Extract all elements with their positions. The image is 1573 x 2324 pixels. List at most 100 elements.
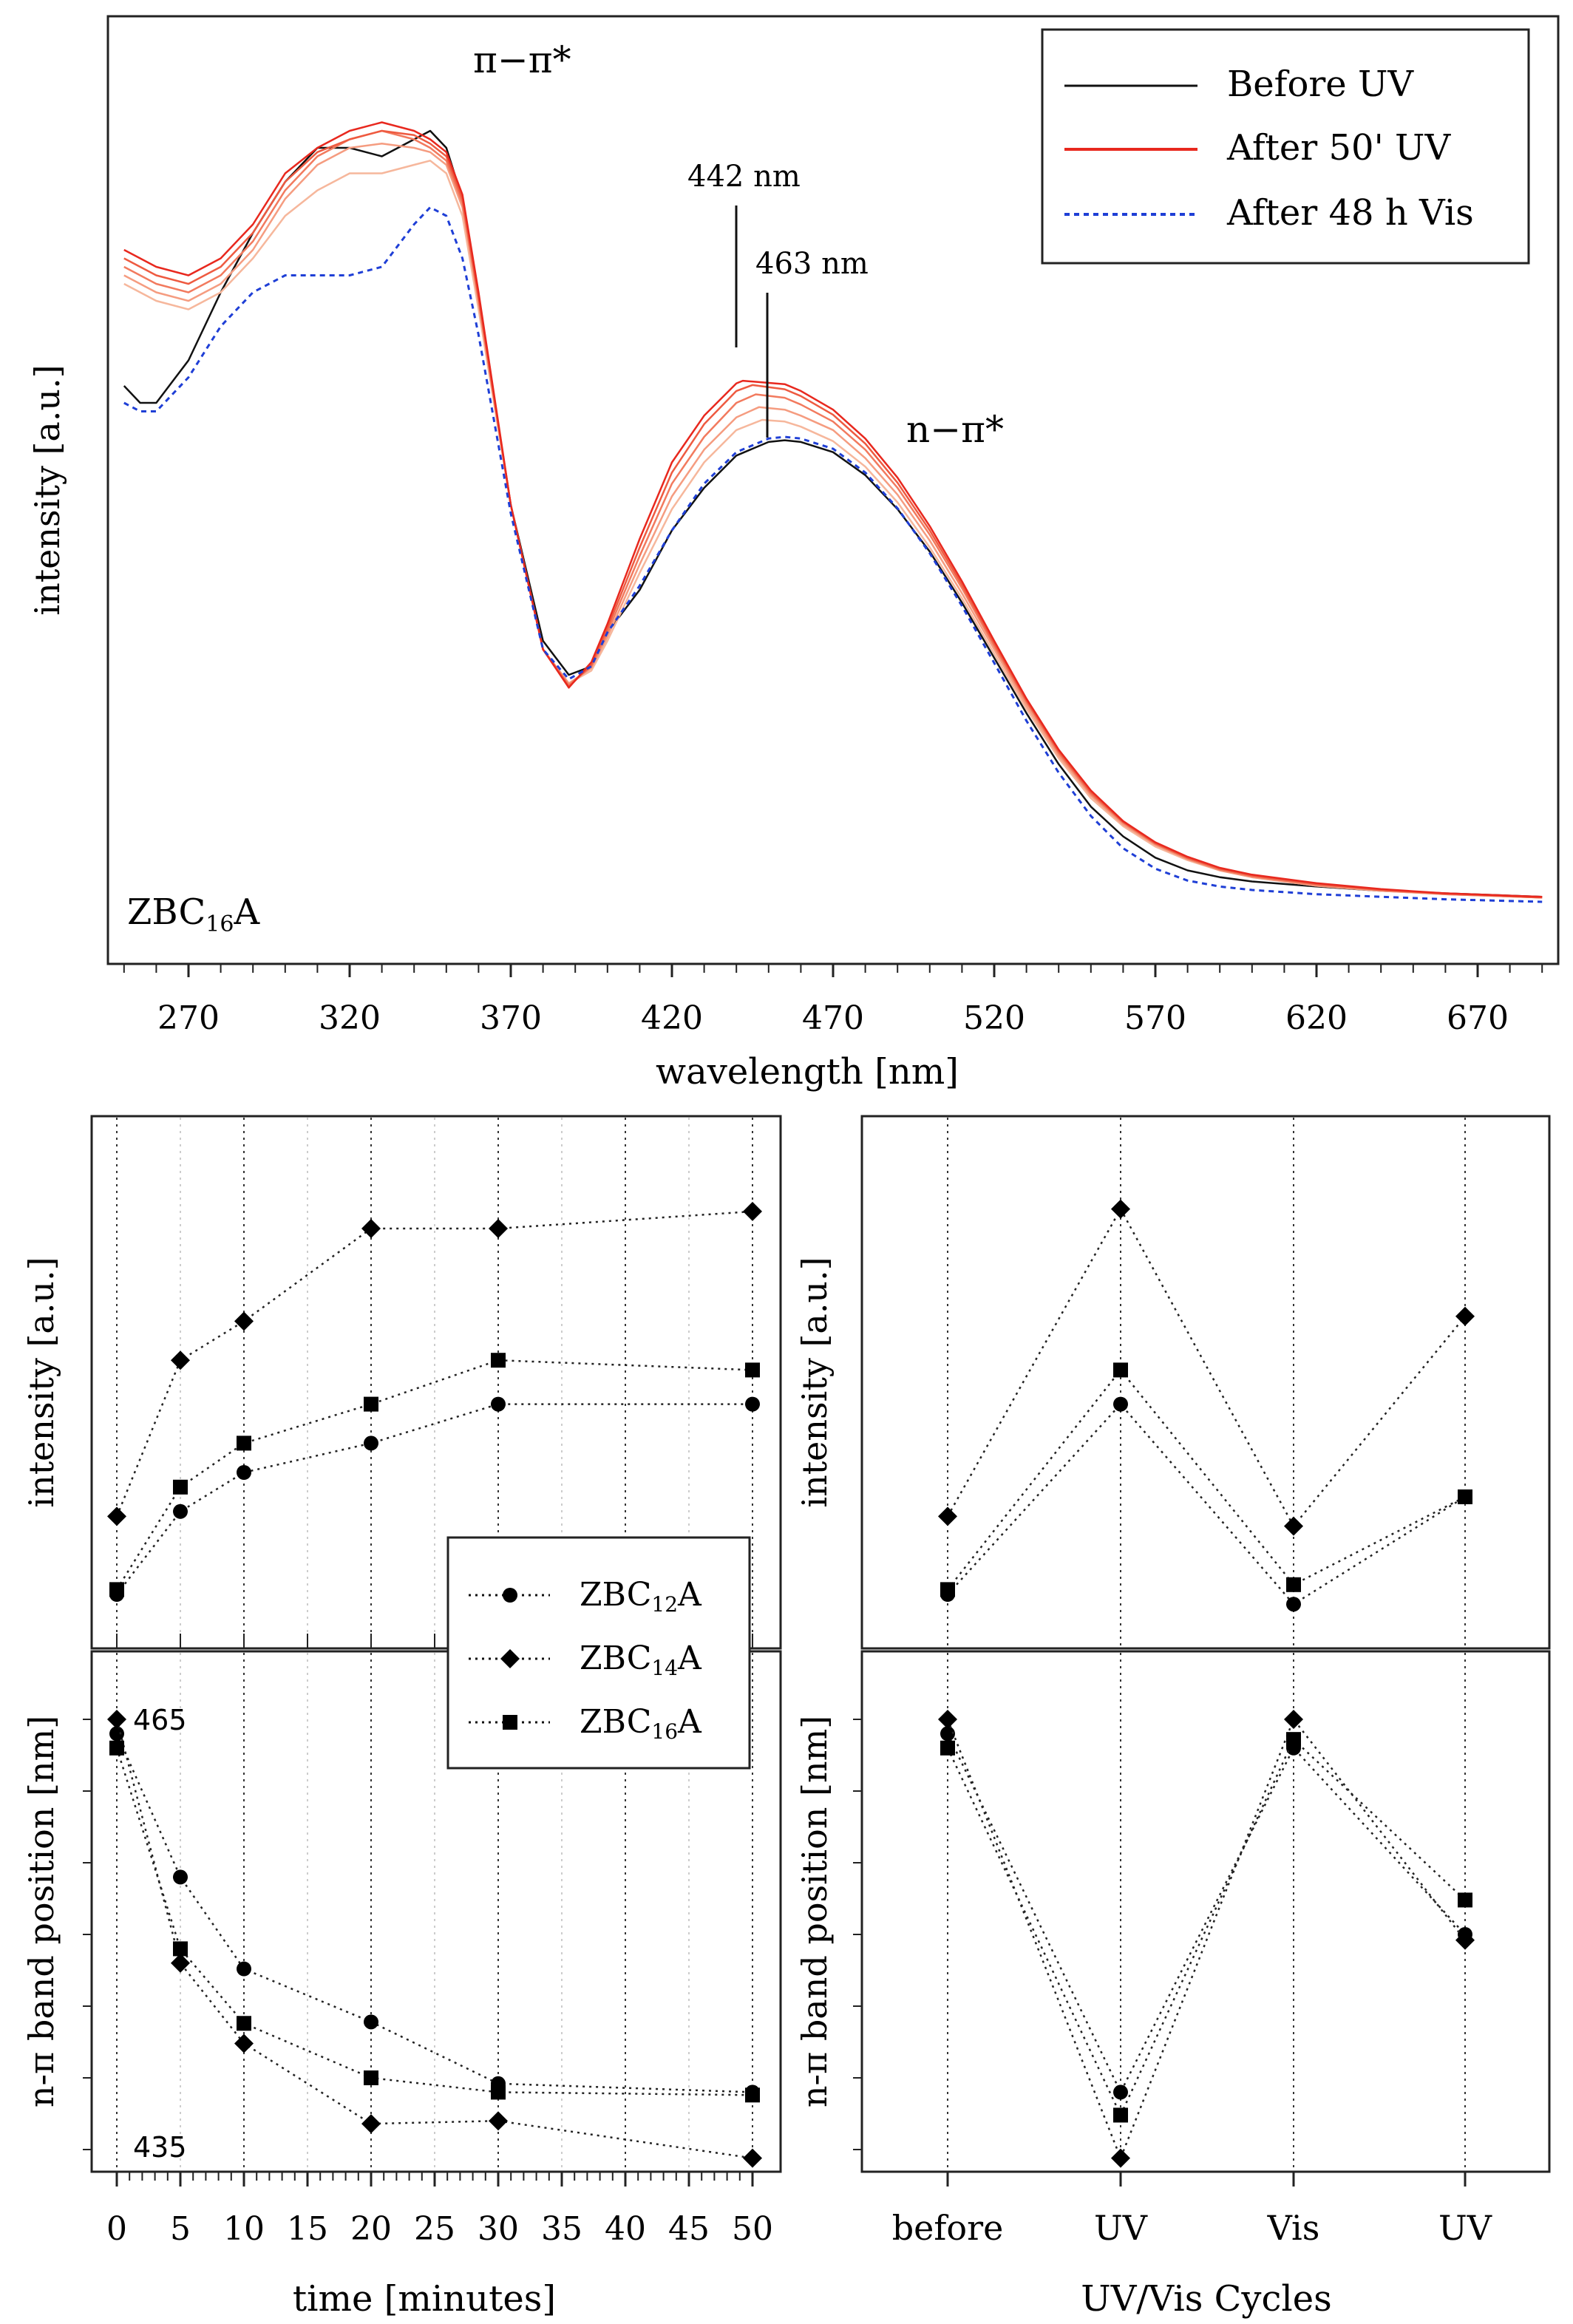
p3-data-line-zbc14a bbox=[946, 1207, 1466, 1528]
spectrum-panel: 270 320 370 420 470 520 570 620 670 intensity [a… bbox=[27, 15, 1560, 1093]
band-time-frame bbox=[90, 1650, 782, 2173]
time-x-tick-label-20: 20 bbox=[350, 2210, 392, 2248]
p2-data-point-zbc16a-0 bbox=[109, 1740, 124, 1756]
p1-data-point-zbc12a-5 bbox=[173, 1504, 188, 1519]
peak-442-label: 442 nm bbox=[687, 160, 801, 194]
legend-zbc16a-marker bbox=[503, 1715, 517, 1730]
p4-data-line-zbc14a bbox=[946, 1717, 1466, 2161]
band-cycles-panel: before UV Vis UV n-π band position [nm] UV/… bbox=[795, 1650, 1551, 2320]
time-x-tick-label-35: 35 bbox=[541, 2210, 582, 2248]
band-time-y-axis-label: n-π band position [nm] bbox=[21, 1716, 61, 2107]
p1-data-point-zbc16a-20 bbox=[364, 1396, 378, 1412]
p3-data-line-zbc16a bbox=[947, 1368, 1466, 1591]
p1-data-point-zbc12a-20 bbox=[364, 1435, 378, 1451]
p2-data-point-zbc14a-5 bbox=[171, 1953, 190, 1973]
p3-data-point-zbc16a-3 bbox=[1458, 1489, 1472, 1504]
p1-data-point-zbc16a-0 bbox=[109, 1582, 124, 1597]
band-top-value-label: 465 bbox=[133, 1704, 187, 1736]
p3-data-point-zbc12a-2 bbox=[1286, 1597, 1301, 1612]
p3-data-point-zbc16a-0 bbox=[940, 1582, 955, 1597]
p2-data-point-zbc14a-50 bbox=[743, 2148, 762, 2168]
band-time-data bbox=[107, 1710, 762, 2168]
legend-after-uv-label: After 50' UV bbox=[1226, 127, 1451, 169]
p4-data-point-zbc16a-3 bbox=[1458, 1892, 1472, 1908]
spectrum-legend: Before UV After 50' UV After 48 h Vis bbox=[1041, 28, 1530, 265]
pi-pi-star-annotation: π−π* bbox=[473, 38, 571, 81]
time-x-tick-label-5: 5 bbox=[170, 2210, 191, 2248]
cycles-x-tick-label-1: UV bbox=[1094, 2208, 1148, 2248]
p1-data-point-zbc14a-10 bbox=[234, 1311, 254, 1331]
spectrum-x-tick-label-670: 670 bbox=[1447, 999, 1509, 1037]
intensity-cycles-y-axis-label: intensity [a.u.] bbox=[795, 1257, 835, 1507]
intensity-time-frame bbox=[90, 1115, 782, 1650]
p4-data-point-zbc14a-2 bbox=[1284, 1710, 1303, 1729]
spectrum-x-tick-label-420: 420 bbox=[641, 999, 703, 1037]
p2-data-point-zbc12a-0 bbox=[109, 1726, 124, 1742]
cycles-x-tick-label-0: before bbox=[892, 2208, 1004, 2248]
spectrum-y-axis-label: intensity [a.u.] bbox=[27, 364, 67, 615]
spectrum-x-tick-label-270: 270 bbox=[157, 999, 220, 1037]
p1-data-point-zbc14a-30 bbox=[489, 1219, 508, 1238]
p3-data-point-zbc14a-0 bbox=[938, 1506, 957, 1526]
spectrum-x-axis-label: wavelength [nm] bbox=[656, 1051, 959, 1093]
time-x-tick-label-50: 50 bbox=[732, 2210, 773, 2248]
sample-legend-box bbox=[446, 1536, 751, 1770]
p4-data-point-zbc14a-3 bbox=[1455, 1930, 1475, 1950]
p4-data-point-zbc16a-2 bbox=[1286, 1732, 1301, 1747]
p2-data-point-zbc14a-20 bbox=[361, 2114, 381, 2134]
p4-data-line-zbc12a bbox=[946, 1733, 1466, 2095]
cycles-x-axis-label: UV/Vis Cycles bbox=[1081, 2278, 1331, 2320]
p4-data-point-zbc14a-1 bbox=[1111, 2148, 1130, 2168]
n-pi-star-annotation: n−π* bbox=[906, 408, 1004, 451]
time-x-tick-label-15: 15 bbox=[287, 2210, 328, 2248]
spectrum-series-after-50-uv bbox=[123, 121, 1543, 898]
p1-data-point-zbc12a-50 bbox=[745, 1396, 760, 1412]
time-x-tick-label-0: 0 bbox=[106, 2210, 127, 2248]
p2-data-point-zbc16a-50 bbox=[745, 2087, 760, 2103]
spectrum-x-ticks: 270 320 370 420 470 520 570 620 670 bbox=[123, 964, 1543, 1037]
time-x-tick-label-45: 45 bbox=[668, 2210, 710, 2248]
p2-data-point-zbc12a-10 bbox=[237, 1961, 251, 1977]
p1-data-point-zbc14a-20 bbox=[361, 1219, 381, 1238]
p2-data-point-zbc16a-10 bbox=[237, 2016, 251, 2031]
p3-data-line-zbc12a bbox=[947, 1402, 1466, 1606]
band-cycles-data bbox=[938, 1710, 1475, 2168]
p2-data-point-zbc16a-20 bbox=[364, 2070, 378, 2085]
p2-data-point-zbc16a-5 bbox=[173, 1941, 188, 1957]
spectrum-x-tick-label-370: 370 bbox=[480, 999, 542, 1037]
p1-data-point-zbc16a-5 bbox=[173, 1479, 188, 1495]
p1-data-point-zbc16a-30 bbox=[491, 1353, 506, 1368]
p4-data-line-zbc16a bbox=[946, 1738, 1466, 2118]
spectrum-x-tick-label-620: 620 bbox=[1285, 999, 1348, 1037]
intensity-time-panel: intensity [a.u.] bbox=[21, 1115, 782, 1650]
p1-data-point-zbc14a-0 bbox=[107, 1506, 126, 1526]
p1-data-point-zbc14a-5 bbox=[171, 1350, 190, 1370]
intensity-cycles-panel: intensity [a.u.] bbox=[795, 1115, 1551, 1650]
band-cycles-frame bbox=[860, 1650, 1551, 2173]
intensity-time-y-axis-label: intensity [a.u.] bbox=[21, 1257, 61, 1507]
legend-zbc16a-label: ZBC16A bbox=[580, 1703, 702, 1744]
legend-before-uv-label: Before UV bbox=[1227, 64, 1414, 105]
band-cycles-y-axis-label: n-π band position [nm] bbox=[795, 1716, 835, 2107]
p1-data-point-zbc16a-10 bbox=[237, 1435, 251, 1451]
p3-data-point-zbc14a-2 bbox=[1284, 1516, 1303, 1536]
band-time-x-ticks: 0 5 10 15 20 25 30 35 40 45 50 bbox=[83, 1719, 862, 2248]
legend-zbc14a-label: ZBC14A bbox=[580, 1640, 702, 1680]
time-x-tick-label-10: 10 bbox=[223, 2210, 265, 2248]
p2-data-point-zbc14a-30 bbox=[489, 2111, 508, 2131]
p4-data-point-zbc12a-0 bbox=[940, 1726, 955, 1742]
p1-data-line-zbc12a bbox=[116, 1403, 752, 1595]
legend-after-vis-label: After 48 h Vis bbox=[1226, 192, 1474, 234]
spectrum-series-after-48-h-vis bbox=[123, 206, 1543, 903]
band-bottom-value-label: 435 bbox=[133, 2131, 187, 2164]
p4-data-point-zbc16a-0 bbox=[940, 1740, 955, 1756]
spectrum-x-tick-label-470: 470 bbox=[802, 999, 864, 1037]
intensity-cycles-data bbox=[938, 1199, 1475, 1612]
p3-data-point-zbc16a-1 bbox=[1113, 1362, 1128, 1378]
time-x-tick-label-25: 25 bbox=[414, 2210, 455, 2248]
p1-data-line-zbc16a bbox=[115, 1359, 753, 1591]
p2-data-point-zbc16a-30 bbox=[491, 2085, 506, 2100]
cycles-x-tick-label-2: Vis bbox=[1267, 2208, 1320, 2248]
intensity-time-grid bbox=[116, 1118, 753, 1648]
